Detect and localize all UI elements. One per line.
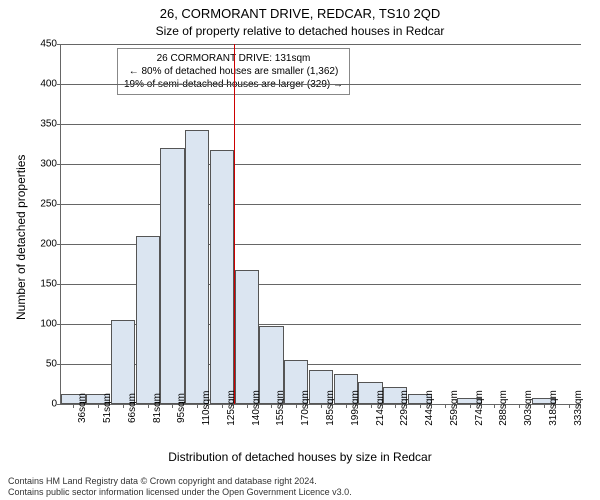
ytick-label: 150 bbox=[27, 279, 57, 290]
bar bbox=[235, 270, 259, 404]
ytick-label: 0 bbox=[27, 399, 57, 410]
plot-area: 26 CORMORANT DRIVE: 131sqm ← 80% of deta… bbox=[60, 44, 581, 405]
gridline bbox=[61, 84, 581, 85]
xtick-mark bbox=[73, 404, 74, 408]
gridline bbox=[61, 204, 581, 205]
bar bbox=[136, 236, 160, 404]
gridline bbox=[61, 44, 581, 45]
gridline bbox=[61, 124, 581, 125]
xtick-label: 288sqm bbox=[498, 390, 509, 426]
xtick-mark bbox=[148, 404, 149, 408]
ytick-label: 450 bbox=[27, 39, 57, 50]
ytick-label: 250 bbox=[27, 199, 57, 210]
xtick-mark bbox=[247, 404, 248, 408]
footer-line2: Contains public sector information licen… bbox=[8, 487, 352, 498]
ytick-mark bbox=[57, 404, 61, 405]
ytick-label: 400 bbox=[27, 79, 57, 90]
bar bbox=[111, 320, 135, 404]
xtick-mark bbox=[296, 404, 297, 408]
xtick-mark bbox=[123, 404, 124, 408]
xtick-label: 303sqm bbox=[523, 390, 534, 426]
xtick-mark bbox=[395, 404, 396, 408]
ytick-mark bbox=[57, 44, 61, 45]
xtick-mark bbox=[371, 404, 372, 408]
xtick-mark bbox=[470, 404, 471, 408]
chart-title-line1: 26, CORMORANT DRIVE, REDCAR, TS10 2QD bbox=[0, 6, 600, 21]
xtick-label: 259sqm bbox=[449, 390, 460, 426]
xtick-label: 274sqm bbox=[474, 390, 485, 426]
x-axis-label: Distribution of detached houses by size … bbox=[0, 450, 600, 464]
xtick-mark bbox=[321, 404, 322, 408]
bar bbox=[210, 150, 234, 404]
ytick-label: 300 bbox=[27, 159, 57, 170]
xtick-label: 318sqm bbox=[548, 390, 559, 426]
xtick-mark bbox=[222, 404, 223, 408]
xtick-mark bbox=[569, 404, 570, 408]
ytick-mark bbox=[57, 164, 61, 165]
y-axis-label: Number of detached properties bbox=[14, 155, 28, 320]
ytick-label: 200 bbox=[27, 239, 57, 250]
ytick-label: 100 bbox=[27, 319, 57, 330]
footer-line1: Contains HM Land Registry data © Crown c… bbox=[8, 476, 352, 487]
bar bbox=[160, 148, 184, 404]
bar bbox=[185, 130, 209, 404]
reference-line bbox=[234, 44, 235, 404]
ytick-mark bbox=[57, 324, 61, 325]
ytick-mark bbox=[57, 364, 61, 365]
ytick-mark bbox=[57, 84, 61, 85]
xtick-mark bbox=[519, 404, 520, 408]
xtick-mark bbox=[420, 404, 421, 408]
xtick-mark bbox=[346, 404, 347, 408]
chart-title-line2: Size of property relative to detached ho… bbox=[0, 24, 600, 38]
chart-container: 26, CORMORANT DRIVE, REDCAR, TS10 2QD Si… bbox=[0, 0, 600, 500]
ytick-mark bbox=[57, 284, 61, 285]
xtick-mark bbox=[494, 404, 495, 408]
ytick-mark bbox=[57, 244, 61, 245]
ytick-label: 350 bbox=[27, 119, 57, 130]
xtick-mark bbox=[98, 404, 99, 408]
xtick-mark bbox=[172, 404, 173, 408]
xtick-label: 244sqm bbox=[424, 390, 435, 426]
ytick-mark bbox=[57, 124, 61, 125]
ytick-mark bbox=[57, 204, 61, 205]
xtick-mark bbox=[544, 404, 545, 408]
footer-text: Contains HM Land Registry data © Crown c… bbox=[8, 476, 352, 498]
gridline bbox=[61, 164, 581, 165]
xtick-label: 333sqm bbox=[573, 390, 584, 426]
ytick-label: 50 bbox=[27, 359, 57, 370]
xtick-mark bbox=[197, 404, 198, 408]
xtick-mark bbox=[271, 404, 272, 408]
xtick-mark bbox=[445, 404, 446, 408]
